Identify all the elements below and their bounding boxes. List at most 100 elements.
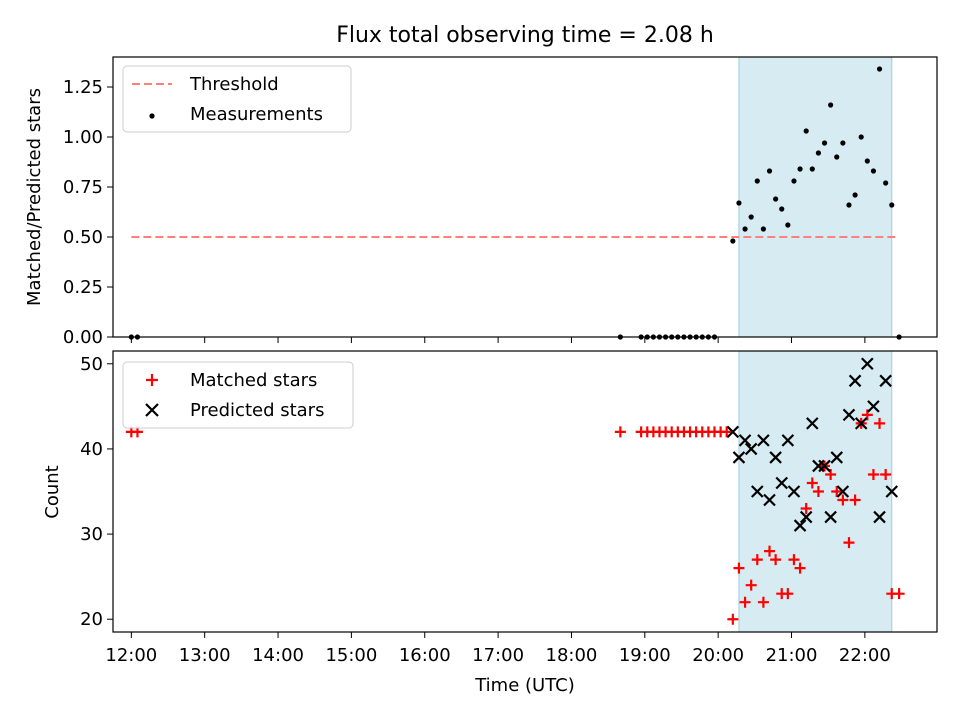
y-axis-ticks: 0.00 0.25 0.50 0.75 1.00 1.25	[63, 77, 113, 348]
matched-star-point	[849, 494, 861, 506]
measurement-point	[889, 202, 895, 208]
y-tick-label: 40	[80, 439, 103, 460]
predicted-legend-label: Predicted stars	[190, 400, 324, 421]
predicted-legend-swatch	[145, 403, 159, 417]
count-legend: Matched stars Predicted stars	[122, 361, 354, 429]
matched-star-point	[764, 545, 776, 557]
predicted-star-point	[873, 510, 886, 524]
measurement-point	[742, 226, 748, 232]
measurement-point	[852, 192, 858, 198]
predicted-star-point	[861, 357, 874, 371]
count-points	[125, 357, 905, 625]
x-axis-label: Time (UTC)	[474, 675, 575, 696]
measurement-point	[791, 178, 797, 184]
matched-star-point	[788, 554, 800, 566]
predicted-star-point	[726, 425, 740, 439]
matched-star-point	[757, 596, 769, 608]
matched-star-point	[874, 417, 886, 429]
chart-title: Flux total observing time = 2.08 h	[336, 23, 714, 48]
predicted-star-point	[799, 510, 813, 524]
measurement-point	[821, 140, 828, 146]
measurement-point	[883, 180, 889, 186]
measurement-point	[760, 226, 766, 232]
predicted-star-point	[787, 485, 801, 498]
y-axis-ticks: 20 30 40 50	[80, 354, 113, 630]
predicted-star-point	[854, 417, 868, 430]
measurement-point	[773, 196, 779, 202]
y-tick-label: 0.25	[63, 277, 103, 298]
predicted-star-point	[879, 374, 892, 388]
y-tick-label: 30	[80, 524, 103, 545]
measurement-point	[809, 166, 815, 172]
ratio-legend-box	[122, 65, 352, 133]
count-legend-box	[122, 361, 354, 429]
measurement-point	[766, 168, 773, 174]
matched-star-point	[721, 426, 733, 438]
measurement-point	[870, 168, 877, 174]
y-tick-label: 50	[80, 354, 103, 375]
measurement-point	[736, 200, 742, 206]
measurements-legend-label: Measurements	[190, 104, 323, 125]
matched-star-point	[770, 554, 782, 566]
measurement-points	[128, 66, 902, 340]
predicted-star-point	[738, 434, 752, 447]
predicted-star-point	[806, 417, 819, 430]
count-panel-frame	[112, 350, 938, 633]
predicted-star-point	[836, 485, 850, 498]
ratio-legend: Threshold Measurements	[122, 65, 352, 133]
predicted-star-point	[818, 459, 831, 473]
matched-star-point	[800, 503, 812, 515]
measurement-point	[754, 178, 760, 184]
x-tick-label: 15:00	[325, 645, 377, 666]
y-tick-label: 1.25	[63, 77, 103, 98]
y-tick-label: 0.75	[63, 177, 103, 198]
measurement-point	[834, 154, 840, 160]
measurement-point	[785, 222, 791, 228]
measurement-point	[828, 102, 834, 108]
measurement-point	[864, 158, 870, 164]
ratio-panel-frame	[112, 56, 938, 338]
measurement-point	[779, 206, 785, 212]
x-tick-label: 13:00	[179, 645, 231, 666]
predicted-star-point	[793, 519, 807, 532]
x-tick-label: 12:00	[105, 645, 157, 666]
x-axis-ticks: 12:00 13:00 14:00 15:00 16:00 17:00 18:00 19:00…	[105, 632, 891, 666]
x-tick-label: 19:00	[619, 645, 671, 666]
matched-star-point	[794, 562, 806, 574]
matched-star-point	[867, 468, 879, 480]
measurement-point	[846, 202, 852, 208]
x-axis-ticks	[130, 337, 866, 343]
matched-star-point	[782, 588, 794, 600]
observing-window-band	[738, 56, 893, 338]
matched-star-point	[831, 486, 843, 497]
predicted-star-point	[848, 374, 862, 388]
predicted-star-point	[775, 476, 789, 490]
measurement-point	[840, 140, 846, 146]
y-tick-label: 20	[80, 609, 103, 630]
matched-star-point	[745, 579, 757, 591]
measurement-point	[858, 134, 864, 140]
y-tick-label: 1.00	[63, 127, 103, 148]
predicted-star-point	[763, 493, 776, 507]
measurement-point	[815, 150, 822, 156]
x-tick-label: 22:00	[839, 645, 891, 666]
matched-star-point	[837, 494, 849, 506]
x-tick-label: 18:00	[546, 645, 598, 666]
matched-legend-label: Matched stars	[190, 370, 317, 391]
predicted-star-point	[830, 451, 844, 464]
predicted-star-point	[867, 400, 880, 413]
matched-star-point	[806, 477, 818, 489]
measurement-point	[876, 66, 883, 72]
observing-window-span	[738, 56, 893, 338]
y-tick-label: 0.50	[63, 227, 103, 248]
x-tick-label: 20:00	[692, 645, 744, 666]
x-tick-label: 21:00	[766, 645, 818, 666]
predicted-star-point	[751, 485, 764, 498]
measurement-point	[797, 166, 803, 172]
predicted-star-point	[885, 485, 899, 498]
matched-star-point	[751, 554, 763, 566]
measurement-point	[748, 214, 754, 220]
y-tick-label: 0.00	[63, 327, 103, 348]
